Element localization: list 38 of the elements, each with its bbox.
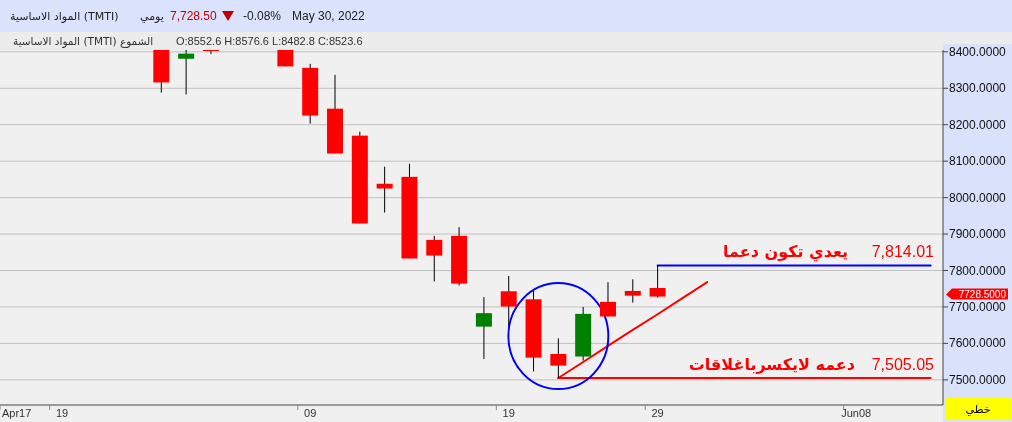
- text: May 30, 2022: [292, 9, 366, 23]
- text: O:8552.6 H:8576.6 L:8482.8 C:8523.6: [176, 35, 363, 47]
- x-tick-label: 09: [304, 407, 317, 419]
- y-tick-label: 7700.0000: [949, 299, 1007, 314]
- candlestick: [178, 50, 195, 95]
- y-tick-label: 7600.0000: [949, 336, 1007, 351]
- y-tick-label: 7800.0000: [949, 263, 1007, 278]
- y-tick-label: 8400.0000: [949, 44, 1007, 59]
- candlestick: [426, 235, 443, 282]
- y-tick-label: 8300.0000: [949, 81, 1007, 96]
- text: المواد الاساسية (TMTI) الشموع: [13, 35, 154, 48]
- candlestick: [500, 275, 517, 327]
- x-tick-label: 29: [651, 407, 664, 419]
- annotation: يعدي تكون دعما: [723, 242, 848, 263]
- text: خطي: [965, 403, 991, 416]
- annotation: دعمه لايكسرباغلاقات: [688, 355, 855, 375]
- annotation: 7,505.05: [871, 356, 935, 374]
- candlestick: [475, 296, 492, 360]
- text: 7,728.50: [170, 9, 218, 23]
- x-tick-label: 19: [502, 407, 515, 419]
- candlestick: [649, 264, 666, 298]
- candlestick: [376, 166, 393, 214]
- y-tick-label: 7900.0000: [949, 227, 1007, 242]
- x-tick-label: Apr17: [2, 407, 32, 419]
- text: يومي: [140, 10, 164, 23]
- y-tick-label: 8000.0000: [949, 190, 1007, 205]
- x-tick-label: Jun08: [841, 407, 872, 419]
- y-tick-label: 8100.0000: [949, 154, 1007, 169]
- text: 7728.5000: [958, 289, 1007, 301]
- x-tick-label: 19: [55, 407, 69, 419]
- y-tick-label: 7500.0000: [949, 372, 1007, 387]
- candlestick: [202, 50, 219, 55]
- chart-title: المواد الاساسية (TMTI): [10, 10, 119, 23]
- candlestick: [624, 278, 641, 304]
- text: -0.08%: [243, 9, 282, 23]
- candlestick: [599, 281, 616, 317]
- annotation: 7,814.01: [871, 243, 935, 261]
- y-tick-label: 8200.0000: [949, 117, 1007, 132]
